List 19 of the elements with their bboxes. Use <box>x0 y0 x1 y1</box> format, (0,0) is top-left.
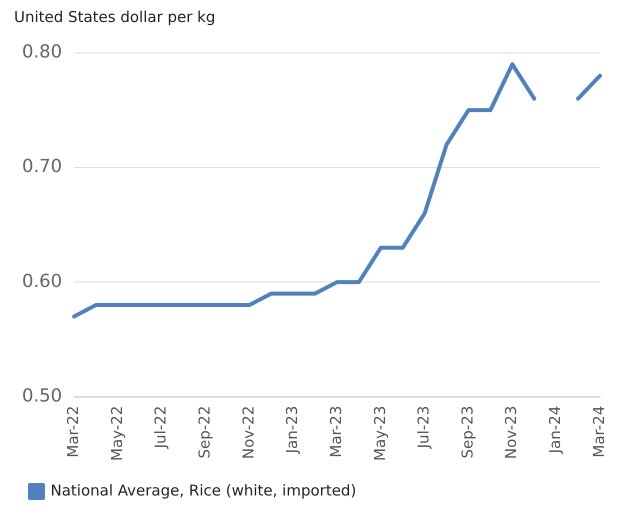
x-tick-label: Jan-23 <box>283 406 302 454</box>
y-tick-label: 0.80 <box>22 41 62 62</box>
y-tick-label: 0.50 <box>22 385 62 406</box>
x-tick-label: May-22 <box>108 406 126 462</box>
x-tick-label: Jan-24 <box>546 406 564 454</box>
y-tick-label: 0.60 <box>22 270 62 292</box>
legend-label: National Average, Rice (white, imported) <box>50 481 356 500</box>
y-axis-title: United States dollar per kg <box>14 8 216 26</box>
x-tick-label: Mar-22 <box>64 406 82 458</box>
x-tick-label: Mar-23 <box>326 406 345 458</box>
x-tick-label: Nov-23 <box>502 406 520 460</box>
x-tick-label: Sep-23 <box>458 406 476 459</box>
x-tick-label: Jul-23 <box>414 406 433 450</box>
x-tick-label: Mar-24 <box>590 406 608 458</box>
x-tick-label: Nov-22 <box>239 406 258 460</box>
x-tick-label: Jul-22 <box>152 406 170 450</box>
y-tick-label: 0.70 <box>22 156 62 178</box>
x-tick-label: May-23 <box>370 406 389 462</box>
x-tick-label: Sep-22 <box>195 406 214 459</box>
